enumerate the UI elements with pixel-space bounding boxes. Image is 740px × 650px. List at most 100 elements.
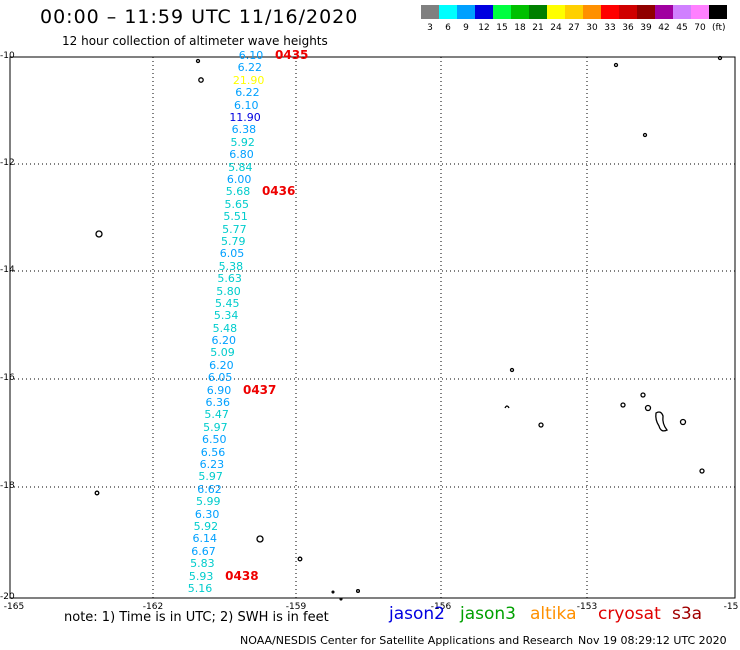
island-13 <box>644 404 652 412</box>
legend-swatch <box>493 5 511 19</box>
legend-swatch <box>673 5 691 19</box>
island-11 <box>640 392 646 398</box>
wave-height-value: 5.45 <box>215 296 240 310</box>
wave-height-value: 6.62 <box>197 482 222 496</box>
wave-height-value: 21.90 <box>232 73 265 87</box>
island-9 <box>504 405 510 409</box>
wave-height-value: 5.92 <box>230 135 255 149</box>
wave-height-value: 6.36 <box>205 396 231 410</box>
legend-bin <box>709 5 727 33</box>
legend-bin: 70 <box>691 5 709 33</box>
legend-bin-label: 42 <box>658 23 670 33</box>
island-1 <box>195 58 201 64</box>
wave-height-value: 6.80 <box>229 148 254 162</box>
wave-height-value: 6.22 <box>235 86 260 100</box>
longitude-label: -162 <box>142 602 164 612</box>
legend-bin-label: 70 <box>694 23 706 33</box>
satellite-label-jason3: jason3 <box>460 604 516 624</box>
legend-bin-label: 33 <box>604 23 616 33</box>
island-15 <box>679 418 687 426</box>
legend-swatch <box>583 5 601 19</box>
legend-swatch <box>691 5 709 19</box>
legend-swatch <box>655 5 673 19</box>
wave-height-value: 6.56 <box>200 445 226 459</box>
legend-bin: 12 <box>475 5 493 33</box>
longitude-label: -159 <box>285 602 307 612</box>
wave-height-value: 5.68 <box>225 185 251 199</box>
legend-bin-label: 45 <box>676 23 688 33</box>
island-outlines <box>94 55 723 601</box>
wave-height-value: 5.09 <box>210 346 235 360</box>
legend-swatch <box>619 5 637 19</box>
island-14 <box>655 411 669 432</box>
longitude-label: -153 <box>576 602 598 612</box>
latitude-label: -16 <box>0 373 15 383</box>
satellite-label-jason2: jason2 <box>389 604 445 624</box>
satellite-label-s3a: s3a <box>672 604 703 624</box>
longitude-label: -156 <box>430 602 452 612</box>
wave-height-value: 6.20 <box>211 334 236 348</box>
longitude-label: -15 <box>723 602 739 612</box>
wave-height-value: 6.10 <box>234 98 259 112</box>
wave-height-value: 5.80 <box>216 284 241 298</box>
longitude-label: -165 <box>3 602 25 612</box>
satellite-label-altika: altika <box>530 604 577 624</box>
wave-height-value: 6.20 <box>209 358 234 372</box>
wave-height-value: 6.00 <box>226 172 252 186</box>
wave-height-value: 5.16 <box>187 582 213 595</box>
legend-swatch <box>475 5 493 19</box>
island-18 <box>297 556 303 562</box>
legend-swatch <box>565 5 583 19</box>
island-2 <box>198 77 204 83</box>
wave-height-value: 6.67 <box>191 544 216 558</box>
time-marker: 0436 <box>261 184 296 199</box>
island-5 <box>613 62 619 68</box>
legend-bin-label: 9 <box>463 23 469 33</box>
wave-height-value: 5.63 <box>217 272 242 286</box>
legend-swatch <box>421 5 439 19</box>
wave-height-value: 6.90 <box>206 383 232 397</box>
wave-height-value: 6.10 <box>238 49 264 62</box>
island-3 <box>95 230 103 238</box>
legend-bin: 39 <box>637 5 655 33</box>
legend-bin-label: 21 <box>532 23 544 33</box>
wave-height-value: 5.51 <box>223 210 248 224</box>
wave-height-value: 5.38 <box>218 259 244 273</box>
legend-bin-label: 24 <box>550 23 562 33</box>
legend-bin-label: 12 <box>478 23 490 33</box>
wave-height-value: 5.93 <box>188 569 214 583</box>
wave-height-value: 5.97 <box>203 420 228 434</box>
generation-timestamp: Nov 19 08:29:12 UTC 2020 <box>578 634 727 647</box>
legend-bin: 15 <box>493 5 511 33</box>
legend-bin: 45 <box>673 5 691 33</box>
legend-bin: 33 <box>601 5 619 33</box>
wave-height-value: 6.05 <box>207 371 233 385</box>
wave-height-value: 6.50 <box>201 433 227 447</box>
map-subtitle: 12 hour collection of altimeter wave hei… <box>62 34 328 48</box>
island-4 <box>94 490 100 496</box>
wave-height-value: 6.14 <box>192 532 217 546</box>
time-marker: 0438 <box>225 568 259 583</box>
wave-height-value: 5.47 <box>204 408 229 422</box>
island-8 <box>509 367 515 373</box>
legend-bin-label: 15 <box>496 23 508 33</box>
legend-bin-label: 30 <box>586 23 598 33</box>
legend-bin: 6 <box>439 5 457 33</box>
legend-bin: 36 <box>619 5 637 33</box>
legend-bin-label: 3 <box>427 23 433 33</box>
legend-swatch <box>439 5 457 19</box>
legend-swatch <box>601 5 619 19</box>
wave-height-value: 5.84 <box>228 160 253 174</box>
legend-bin-label: 39 <box>640 23 652 33</box>
wave-height-value: 5.48 <box>212 321 238 335</box>
wave-height-value: 5.77 <box>222 222 247 236</box>
island-10 <box>538 422 544 428</box>
latitude-label: -10 <box>0 51 15 61</box>
credit-text: NOAA/NESDIS Center for Satellite Applica… <box>240 634 574 647</box>
legend-swatch <box>547 5 565 19</box>
legend-bin-label: 18 <box>514 23 526 33</box>
wave-height-value: 5.83 <box>190 557 215 571</box>
wave-height-value: 6.38 <box>231 123 257 137</box>
island-17 <box>256 535 264 543</box>
island-20 <box>331 590 335 594</box>
